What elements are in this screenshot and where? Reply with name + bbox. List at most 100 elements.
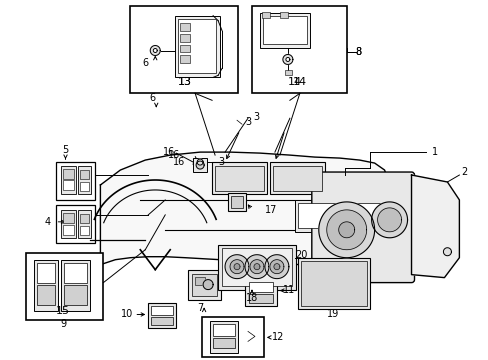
Bar [195, 276, 204, 285]
Polygon shape [326, 210, 366, 250]
Bar [56, 162, 95, 200]
Polygon shape [253, 264, 260, 270]
Polygon shape [234, 264, 240, 270]
Bar [34, 260, 58, 311]
Bar [230, 196, 243, 208]
Text: 9: 9 [61, 319, 66, 329]
Bar [188, 270, 221, 300]
Text: 17: 17 [264, 205, 277, 215]
Bar [37, 285, 55, 305]
Polygon shape [273, 264, 279, 270]
Bar [248, 293, 272, 302]
Text: 13: 13 [178, 77, 192, 87]
Text: 4: 4 [44, 217, 50, 227]
Bar [215, 166, 264, 191]
Bar [37, 263, 55, 283]
Bar [81, 226, 89, 235]
Bar [263, 15, 306, 44]
Bar [61, 260, 90, 311]
Bar [260, 13, 309, 48]
Polygon shape [197, 159, 203, 165]
Polygon shape [153, 49, 157, 53]
Text: 6: 6 [142, 58, 148, 68]
Bar [81, 170, 89, 179]
Text: 3: 3 [218, 157, 224, 167]
Polygon shape [244, 255, 268, 279]
Text: 16: 16 [173, 157, 185, 167]
Polygon shape [371, 202, 407, 238]
Polygon shape [338, 222, 354, 238]
Polygon shape [196, 161, 203, 169]
Bar [180, 23, 190, 31]
Text: 14: 14 [287, 77, 301, 87]
Bar [178, 19, 216, 73]
Bar [213, 338, 235, 348]
Bar [130, 6, 238, 93]
Bar [151, 318, 173, 325]
Bar [81, 214, 89, 223]
Polygon shape [411, 175, 458, 278]
Text: 13: 13 [178, 77, 192, 87]
Bar [279, 12, 287, 18]
Polygon shape [318, 202, 374, 258]
Bar [175, 15, 220, 77]
Bar [62, 169, 74, 179]
Bar [56, 205, 95, 243]
Bar [63, 285, 87, 305]
Bar [300, 261, 366, 306]
Text: 8: 8 [355, 48, 361, 58]
Text: 15: 15 [56, 306, 69, 316]
Text: 6: 6 [149, 93, 155, 103]
Bar [151, 306, 173, 315]
Bar [180, 33, 190, 41]
Text: 11: 11 [283, 284, 295, 294]
Text: 7: 7 [197, 302, 203, 312]
Bar [262, 12, 269, 18]
Polygon shape [229, 260, 244, 274]
Bar [210, 321, 238, 353]
Text: 12: 12 [271, 332, 284, 342]
Text: 1: 1 [430, 147, 437, 157]
Polygon shape [377, 208, 401, 232]
Bar [193, 158, 207, 172]
Bar [218, 245, 295, 289]
Bar [227, 193, 245, 211]
Bar [61, 166, 76, 194]
Bar [62, 180, 74, 190]
Text: 3: 3 [252, 112, 259, 122]
Text: 8: 8 [355, 48, 361, 58]
Bar [285, 71, 291, 75]
Text: 3: 3 [244, 117, 251, 127]
Bar [272, 166, 321, 191]
Bar [269, 162, 324, 194]
Bar [244, 278, 276, 306]
Text: 5: 5 [62, 145, 68, 155]
Bar [213, 324, 235, 336]
Polygon shape [264, 255, 288, 279]
Bar [248, 282, 272, 292]
Bar [81, 182, 89, 191]
Bar [294, 200, 382, 232]
Bar [62, 225, 74, 235]
Polygon shape [150, 45, 160, 55]
Text: 16: 16 [167, 150, 180, 160]
Polygon shape [283, 54, 292, 64]
Polygon shape [224, 255, 248, 279]
Bar [62, 213, 74, 223]
Bar [202, 318, 264, 357]
Bar [192, 274, 217, 296]
Polygon shape [269, 260, 284, 274]
Polygon shape [203, 280, 213, 289]
Bar [251, 6, 346, 93]
Text: 2: 2 [461, 167, 467, 177]
Text: 18: 18 [245, 293, 258, 302]
Bar [222, 248, 291, 285]
Bar [63, 263, 87, 283]
Text: 19: 19 [326, 310, 338, 319]
Bar [180, 45, 190, 53]
FancyBboxPatch shape [311, 172, 414, 283]
Bar [78, 166, 91, 194]
Bar [180, 55, 190, 63]
Text: 14: 14 [292, 77, 306, 87]
Bar [212, 162, 266, 194]
